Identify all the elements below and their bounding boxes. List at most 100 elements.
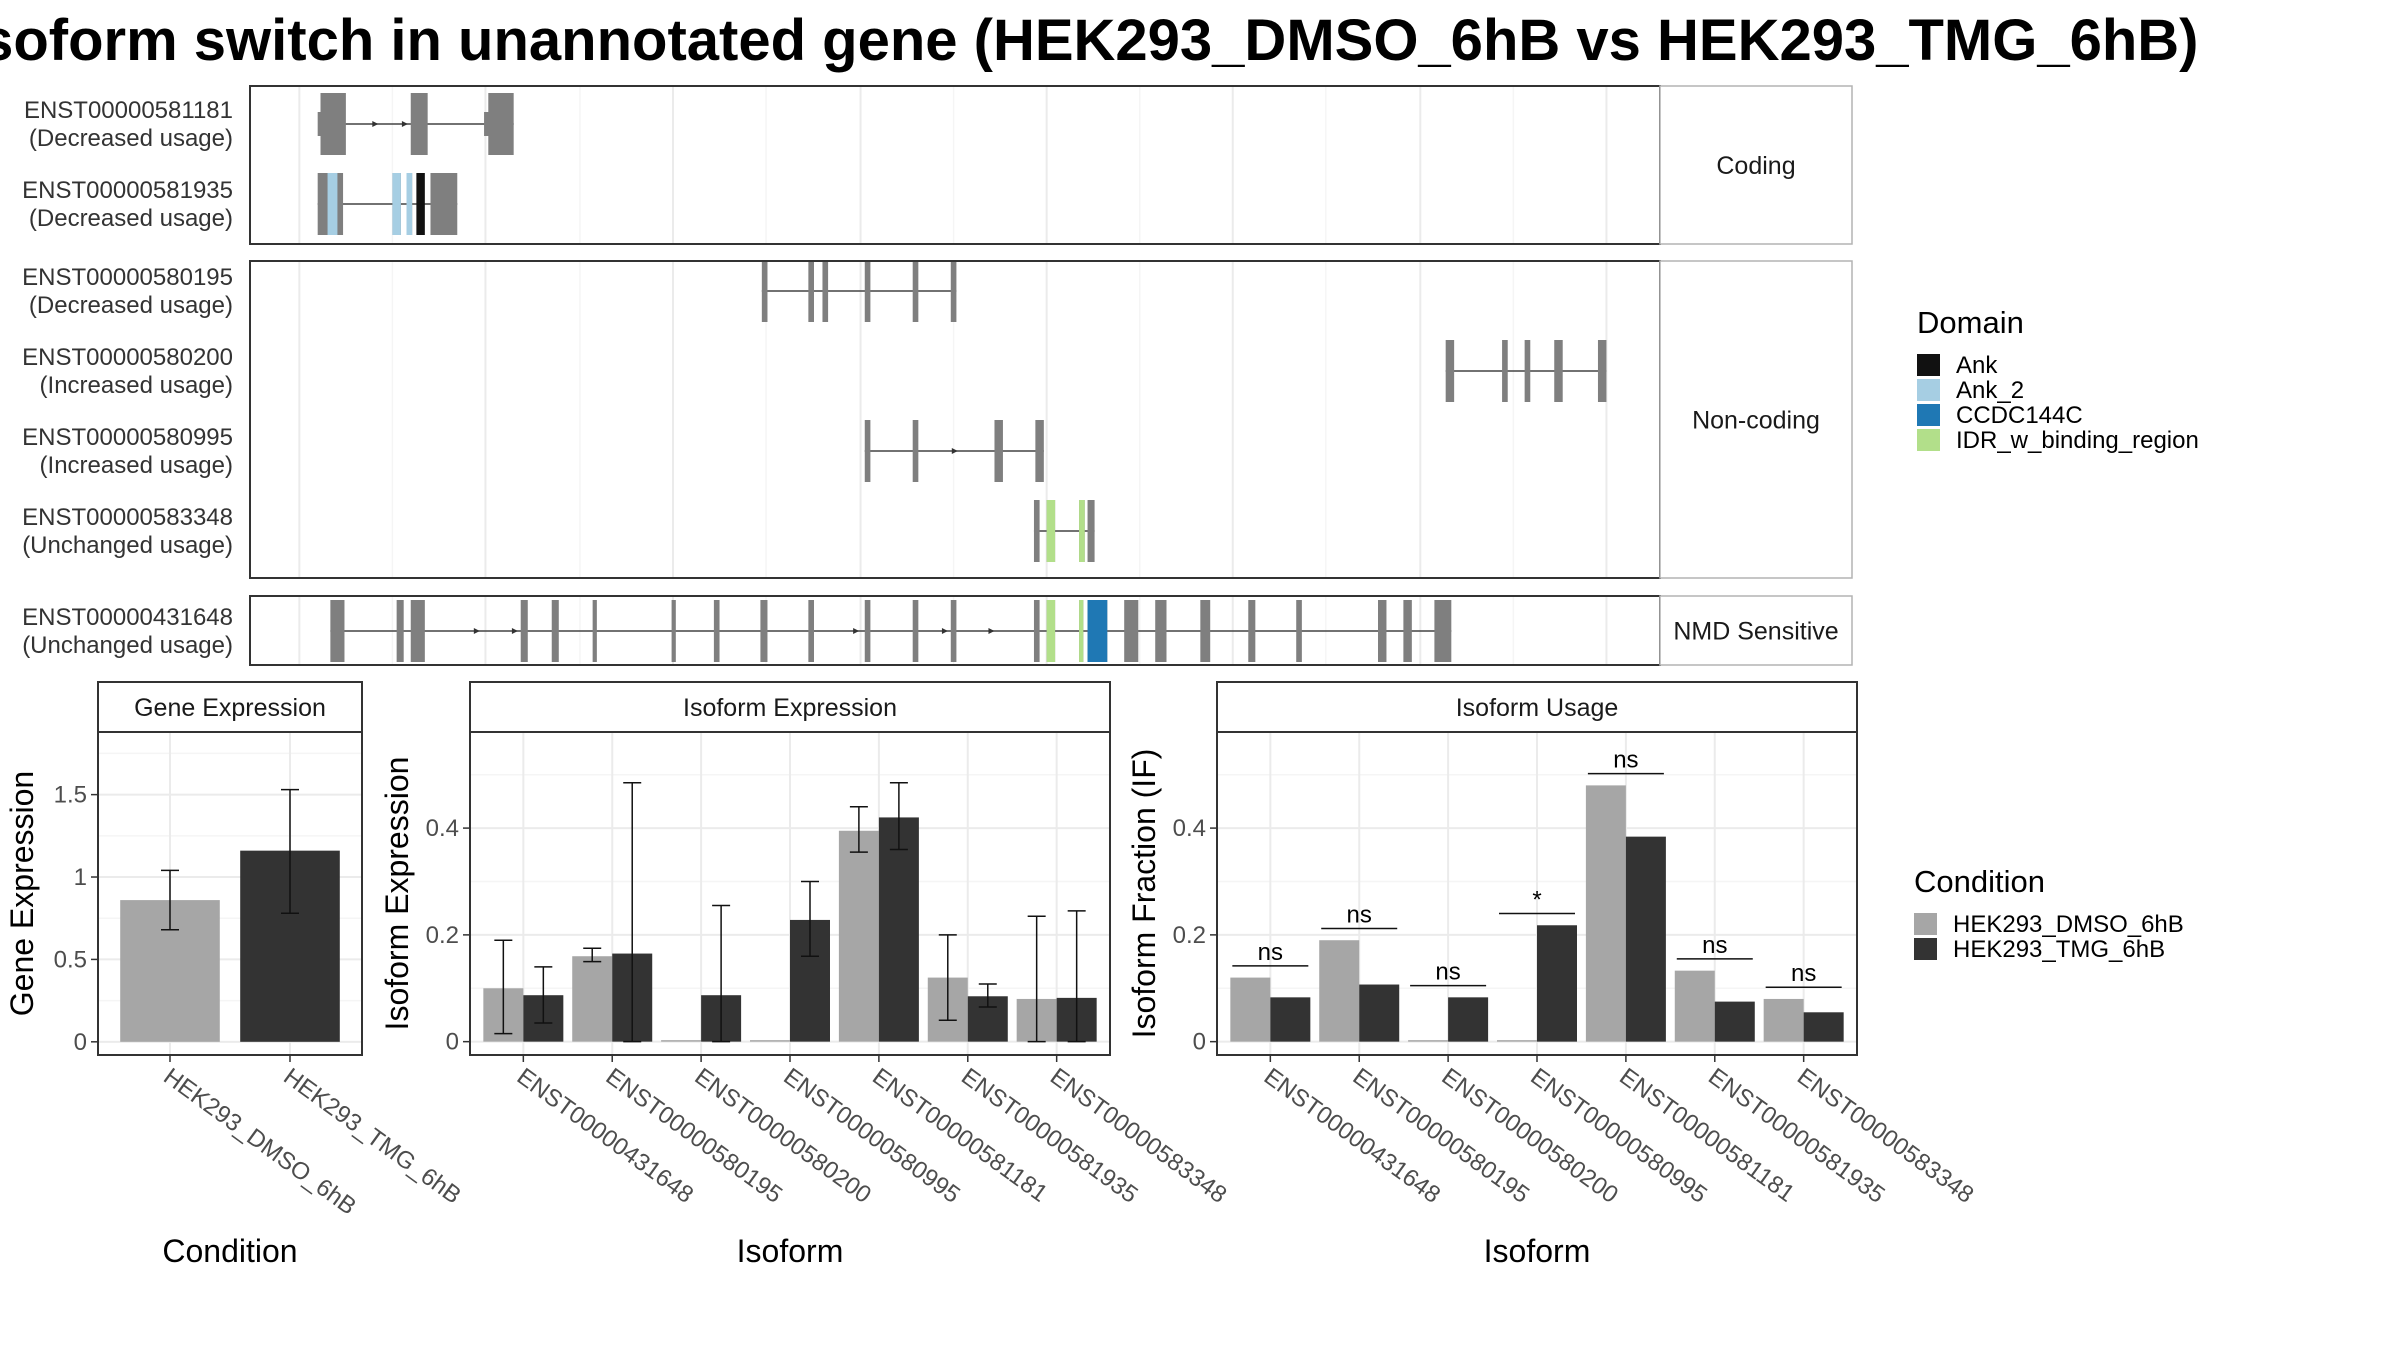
exon-block	[1296, 600, 1302, 662]
figure-title: Isoform switch in unannotated gene (HEK2…	[0, 8, 2198, 73]
significance-label: ns	[1435, 959, 1460, 986]
exon-block	[912, 600, 919, 662]
exon-block	[592, 600, 597, 662]
domain-block-ank-2	[327, 173, 338, 235]
domain-legend-key	[1917, 354, 1940, 376]
domain-legend-key	[1917, 379, 1940, 401]
domain-block-idr-w-binding-region	[1079, 600, 1084, 662]
y-tick-label: 0	[74, 1029, 87, 1056]
y-tick-label: 1	[74, 864, 87, 891]
exon-block	[1403, 600, 1412, 662]
y-tick-label: 1.5	[54, 782, 87, 809]
transcript-id-label: ENST00000581181	[24, 97, 233, 124]
exon-block	[1554, 340, 1563, 402]
bar-dmso	[1408, 1040, 1449, 1042]
exon-block	[488, 93, 514, 155]
x-axis-title: Isoform	[737, 1233, 844, 1269]
transcript-row-ENST00000580995: ENST00000580995(Increased usage)	[22, 420, 1044, 482]
strand-arrow	[372, 121, 379, 127]
condition-legend-key	[1914, 938, 1937, 960]
significance-label: *	[1532, 887, 1541, 914]
exon-block	[761, 260, 768, 322]
exon-block	[430, 173, 458, 235]
transcript-usage-label: (Decreased usage)	[29, 205, 233, 232]
exon-block	[1502, 340, 1508, 402]
bar-dmso	[1674, 970, 1715, 1042]
transcript-id-label: ENST00000580195	[22, 264, 233, 291]
condition-legend-key	[1914, 913, 1937, 935]
transcript-usage-label: (Unchanged usage)	[22, 532, 233, 559]
strand-arrow	[473, 628, 480, 634]
condition-legend-label: HEK293_TMG_6hB	[1953, 936, 2165, 963]
transcript-id-label: ENST00000581935	[22, 177, 233, 204]
facet-strip	[97, 681, 363, 733]
y-tick-label: 0.2	[1173, 922, 1206, 949]
bar-dmso	[750, 1040, 790, 1042]
bar-dmso	[1230, 977, 1271, 1042]
strand-arrow	[511, 628, 518, 634]
bar-tmg	[878, 817, 919, 1042]
x-axis-title: Condition	[162, 1233, 297, 1269]
transcript-row-ENST00000431648: ENST00000431648(Unchanged usage)	[22, 600, 1452, 662]
exon-block	[1033, 500, 1040, 562]
exon-block	[396, 600, 404, 662]
condition-legend-label: HEK293_DMSO_6hB	[1953, 911, 2184, 938]
y-tick-label: 0	[1193, 1029, 1206, 1056]
domain-block-idr-w-binding-region	[1046, 500, 1056, 562]
bar-dmso	[572, 956, 613, 1042]
bar-dmso	[1585, 785, 1626, 1042]
domain-legend-key	[1917, 404, 1940, 426]
transcript-usage-label: (Increased usage)	[40, 452, 233, 479]
bar-dmso	[1497, 1040, 1537, 1042]
domain-legend-title: Domain	[1917, 305, 2024, 340]
exon-block	[864, 420, 871, 482]
domain-legend: Domain AnkAnk_2CCDC144CIDR_w_binding_regi…	[1917, 305, 2199, 454]
transcript-panel-bg	[250, 86, 1660, 244]
exon-block	[950, 600, 957, 662]
exon-block	[1035, 420, 1044, 482]
group-strip	[1659, 595, 1853, 666]
exon-block	[330, 600, 345, 662]
domain-block-ank	[416, 173, 425, 235]
transcript-structure-plot: ENST00000581181(Decreased usage)ENST0000…	[22, 85, 1853, 666]
bar-tmg	[1359, 984, 1400, 1042]
transcript-row-ENST00000581181: ENST00000581181(Decreased usage)	[24, 93, 514, 155]
bar-dmso	[661, 1040, 702, 1042]
y-axis-title: Gene Expression	[4, 771, 40, 1016]
exon-block	[1378, 600, 1387, 662]
chart-title: Isoform Expression	[683, 694, 897, 722]
exon-block	[1033, 600, 1040, 662]
exon-block	[520, 600, 528, 662]
exon-block	[864, 600, 871, 662]
domain-legend-label: CCDC144C	[1956, 402, 2083, 429]
exon-block	[410, 93, 428, 155]
exon-block	[1445, 340, 1455, 402]
bar-tmg	[1448, 997, 1489, 1042]
exon-block	[551, 600, 559, 662]
exon-block	[713, 600, 720, 662]
exon-block	[320, 93, 346, 155]
domain-block-ank-2	[406, 173, 413, 235]
exon-block	[1434, 600, 1452, 662]
bar-tmg	[1270, 997, 1311, 1042]
y-axis-title: Isoform Fraction (IF)	[1126, 749, 1162, 1039]
bar-dmso	[838, 830, 879, 1042]
bar-tmg	[1803, 1012, 1844, 1042]
group-strip	[1659, 260, 1853, 579]
transcript-id-label: ENST00000580995	[22, 424, 233, 451]
y-tick-label: 0.4	[426, 815, 459, 842]
strand-arrow	[941, 628, 948, 634]
domain-legend-key	[1917, 429, 1940, 451]
exon-block	[671, 600, 676, 662]
group-strip-label: NMD Sensitive	[1673, 618, 1838, 646]
exon-block	[1124, 600, 1139, 662]
y-tick-label: 0.2	[426, 922, 459, 949]
bar-tmg	[1714, 1001, 1755, 1042]
strand-arrow	[853, 628, 860, 634]
bar-tmg	[1625, 836, 1666, 1042]
